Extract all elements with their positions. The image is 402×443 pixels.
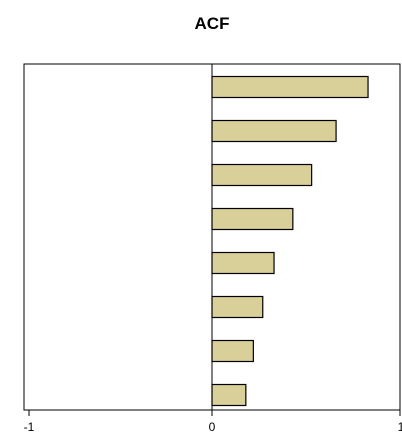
acf-bar-lag-8: [211, 383, 247, 407]
bars-layer: [211, 75, 369, 407]
acf-bar-lag-1: [211, 75, 369, 99]
chart-title: ACF: [195, 14, 230, 33]
ticks-layer: -1 0 1: [24, 410, 402, 434]
x-tick-label: 0: [209, 420, 216, 434]
acf-bar-lag-3: [211, 163, 313, 187]
acf-bar-lag-5: [211, 251, 275, 275]
acf-bar-lag-2: [211, 119, 337, 143]
x-tick-label: 1: [398, 420, 402, 434]
acf-bar-lag-4: [211, 207, 294, 231]
acf-bar-lag-6: [211, 295, 264, 319]
acf-bar-lag-7: [211, 339, 254, 363]
x-tick-label: -1: [24, 420, 35, 434]
